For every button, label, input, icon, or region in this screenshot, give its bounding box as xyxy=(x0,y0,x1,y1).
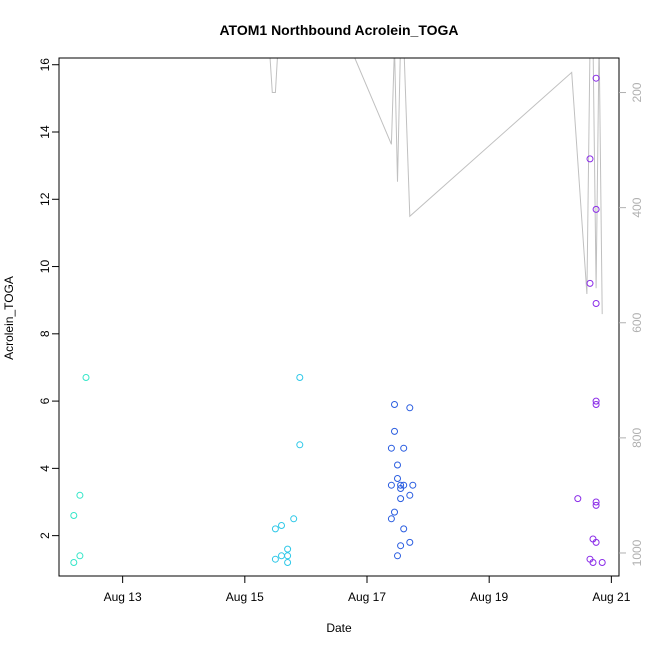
data-point xyxy=(387,481,395,489)
points-layer xyxy=(70,74,606,566)
x-axis-label: Date xyxy=(326,621,352,635)
data-point xyxy=(592,538,600,546)
data-point xyxy=(400,525,408,533)
data-point xyxy=(82,374,90,381)
data-point xyxy=(76,491,84,499)
data-point xyxy=(76,552,84,560)
data-point xyxy=(400,444,408,452)
x-tick-label: Aug 15 xyxy=(226,590,264,604)
data-point xyxy=(70,559,78,566)
data-point xyxy=(397,542,405,550)
data-point xyxy=(394,461,401,469)
data-point xyxy=(284,545,292,553)
data-point xyxy=(391,508,398,516)
data-point xyxy=(589,559,597,566)
data-point xyxy=(391,427,398,435)
y-axis-label: Acrolein_TOGA xyxy=(2,276,16,360)
data-point xyxy=(394,475,401,482)
data-point xyxy=(592,501,600,509)
data-point xyxy=(397,481,405,489)
y2-tick-label: 600 xyxy=(630,312,644,332)
y-tick-label: 10 xyxy=(38,260,52,274)
x-tick-label: Aug 17 xyxy=(348,590,386,604)
y-tick-label: 6 xyxy=(38,397,52,404)
data-point xyxy=(586,155,594,163)
data-point xyxy=(409,481,417,489)
y-tick-label: 8 xyxy=(38,330,52,337)
x-tick-label: Aug 13 xyxy=(104,590,142,604)
data-point xyxy=(406,404,414,412)
y-tick-label: 4 xyxy=(38,465,52,472)
y2-tick-label: 400 xyxy=(630,197,644,217)
data-point xyxy=(271,555,279,563)
data-point xyxy=(592,300,600,307)
data-point xyxy=(406,538,414,546)
data-point xyxy=(278,522,285,529)
data-point xyxy=(387,515,395,523)
y2-tick-label: 200 xyxy=(630,82,644,102)
data-point xyxy=(284,559,292,566)
data-point xyxy=(290,515,298,523)
data-point xyxy=(400,481,408,489)
data-point xyxy=(406,491,414,499)
y2-axis-right: 200 400 600 800 1000 xyxy=(619,82,644,566)
data-point xyxy=(387,444,395,452)
y2-tick-label: 1000 xyxy=(630,539,644,566)
x-axis: Aug 13 Aug 15 Aug 17 Aug 19 Aug 21 xyxy=(104,576,631,604)
data-point xyxy=(394,552,401,560)
x-tick-label: Aug 21 xyxy=(592,590,630,604)
data-point xyxy=(278,552,285,560)
y2-tick-label: 800 xyxy=(630,428,644,448)
data-point xyxy=(592,205,600,213)
x-tick-label: Aug 19 xyxy=(470,590,508,604)
data-point xyxy=(592,401,600,408)
y-tick-label: 2 xyxy=(38,532,52,539)
y-tick-label: 16 xyxy=(38,58,52,72)
data-point xyxy=(586,279,594,287)
data-point xyxy=(296,374,304,381)
data-point xyxy=(70,512,78,519)
y-tick-label: 14 xyxy=(38,125,52,139)
data-point xyxy=(271,525,279,533)
data-point xyxy=(574,495,582,503)
data-point xyxy=(397,495,405,503)
data-point xyxy=(391,401,398,408)
chart-title: ATOM1 Northbound Acrolein_TOGA xyxy=(219,22,458,38)
plot-frame xyxy=(58,57,620,577)
data-point xyxy=(284,552,292,560)
data-point xyxy=(592,397,600,405)
y-axis: 2 4 6 8 10 12 14 16 xyxy=(38,58,59,539)
data-point xyxy=(592,74,600,82)
data-point xyxy=(592,498,600,506)
y-tick-label: 12 xyxy=(38,192,52,206)
data-point xyxy=(296,441,304,449)
series-line xyxy=(269,58,603,315)
line-layer xyxy=(269,58,603,315)
data-point xyxy=(598,559,606,566)
